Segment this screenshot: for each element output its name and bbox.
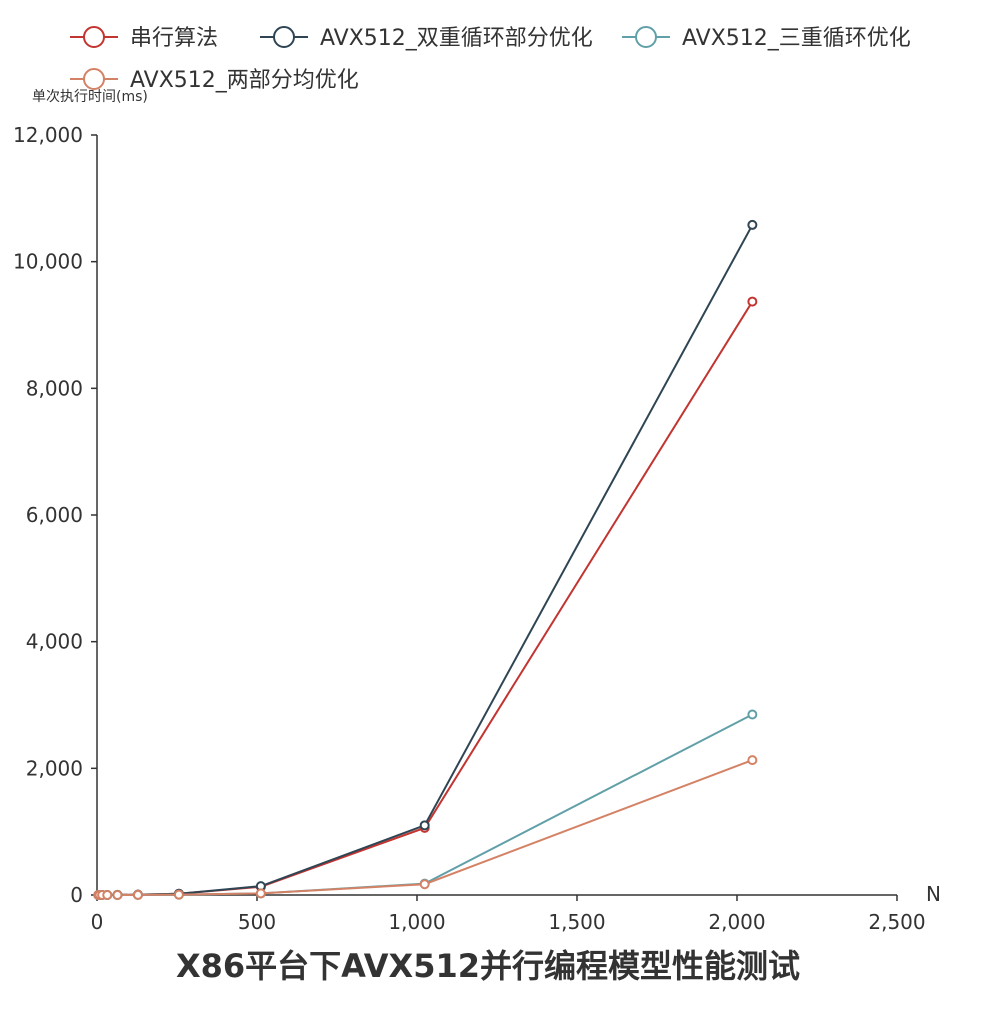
y-tick-label: 0	[70, 883, 83, 907]
y-tick-label: 10,000	[13, 250, 83, 274]
series-point-0[interactable]	[747, 296, 758, 307]
y-tick-label: 6,000	[26, 503, 83, 527]
series-point-3[interactable]	[255, 888, 266, 899]
series-point-2[interactable]	[747, 709, 758, 720]
legend-item-1[interactable]: AVX512_双重循环部分优化	[260, 26, 593, 51]
legend-label: AVX512_两部分均优化	[130, 68, 359, 93]
y-tick-label: 4,000	[26, 630, 83, 654]
legend-circle-icon	[83, 26, 105, 48]
series-point-3[interactable]	[419, 879, 430, 890]
y-tick-label: 2,000	[26, 756, 83, 780]
series-point-3[interactable]	[173, 889, 184, 900]
y-axis-ticks: 0 2,000 4,000 6,000 8,000 10,000 12,000	[13, 123, 97, 907]
series-point-3[interactable]	[747, 755, 758, 766]
series-lines	[98, 224, 754, 896]
legend-circle-icon	[273, 26, 295, 48]
series-point-3[interactable]	[132, 889, 143, 900]
plot-area: 0 500 1,000 1,500 2,000 2,500 0 2,000 4,000 6,00…	[13, 123, 926, 934]
chart-title: X86平台下AVX512并行编程模型性能测试	[176, 947, 800, 985]
legend-label: AVX512_三重循环优化	[682, 26, 911, 51]
y-axis-label: 单次执行时间(ms)	[32, 89, 148, 105]
x-tick-label: 1,500	[548, 910, 605, 934]
x-tick-label: 2,500	[868, 910, 925, 934]
series-points	[93, 219, 758, 900]
legend-item-0[interactable]: 串行算法	[70, 26, 218, 51]
x-axis-label: N	[926, 882, 941, 906]
series-point-3[interactable]	[102, 890, 113, 900]
x-tick-label: 2,000	[708, 910, 765, 934]
legend-label: AVX512_双重循环部分优化	[320, 26, 593, 51]
legend: 串行算法 AVX512_双重循环部分优化 AVX512_三重循环优化 AVX512_两…	[70, 26, 911, 93]
legend-circle-icon	[635, 26, 657, 48]
x-tick-label: 0	[91, 910, 104, 934]
legend-circle-icon	[83, 68, 105, 90]
series-line-2	[98, 713, 753, 896]
y-tick-label: 12,000	[13, 123, 83, 147]
legend-label: 串行算法	[130, 26, 218, 51]
y-tick-label: 8,000	[26, 376, 83, 400]
series-line-0	[98, 301, 754, 896]
x-tick-label: 500	[238, 910, 276, 934]
series-point-1[interactable]	[419, 820, 430, 831]
series-line-1	[98, 224, 754, 896]
x-axis-ticks: 0 500 1,000 1,500 2,000 2,500	[91, 895, 926, 934]
x-tick-label: 1,000	[388, 910, 445, 934]
series-point-1[interactable]	[747, 219, 758, 230]
legend-item-2[interactable]: AVX512_三重循环优化	[622, 26, 911, 51]
legend-item-3[interactable]: AVX512_两部分均优化	[70, 68, 359, 93]
series-point-3[interactable]	[112, 890, 123, 900]
